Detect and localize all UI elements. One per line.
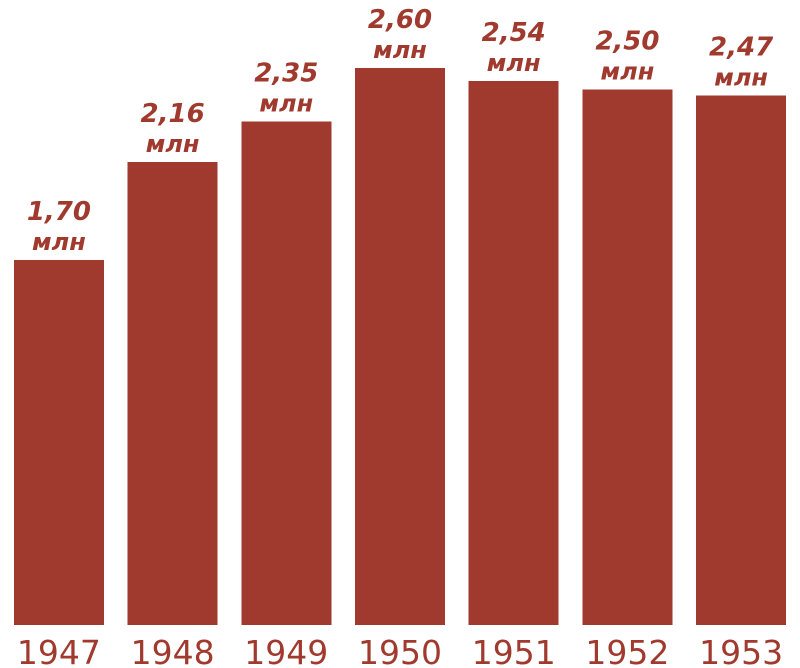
bar-1948 bbox=[127, 161, 218, 625]
data-label-unit-1952: млн bbox=[601, 57, 655, 85]
data-label-unit-1951: млн bbox=[487, 49, 541, 77]
data-label-value-1952: 2,50 bbox=[595, 26, 659, 56]
x-tick-label-1953: 1953 bbox=[699, 633, 783, 668]
data-label-value-1948: 2,16 bbox=[141, 99, 205, 129]
bar-1953 bbox=[696, 95, 787, 625]
x-tick-label-1948: 1948 bbox=[131, 633, 215, 668]
x-axis-tick-labels: 1947 1948 1949 1950 1951 1952 1953 bbox=[17, 633, 783, 668]
x-tick-label-1951: 1951 bbox=[472, 633, 556, 668]
x-tick-label-1949: 1949 bbox=[244, 633, 328, 668]
bar-1949 bbox=[241, 121, 332, 626]
data-label-unit-1947: млн bbox=[32, 228, 86, 256]
data-label-unit-1953: млн bbox=[714, 64, 768, 92]
bar-1951 bbox=[468, 80, 559, 626]
x-tick-label-1947: 1947 bbox=[17, 633, 101, 668]
bar-1950 bbox=[355, 68, 445, 625]
x-tick-label-1952: 1952 bbox=[585, 633, 669, 668]
data-label-unit-1950: млн bbox=[373, 36, 427, 64]
data-label-value-1950: 2,60 bbox=[368, 5, 432, 35]
data-label-value-1953: 2,47 bbox=[709, 33, 774, 63]
data-labels-group: 1,70млн2,16млн2,35млн2,60млн2,54млн2,50м… bbox=[27, 5, 774, 256]
x-tick-label-1950: 1950 bbox=[358, 633, 442, 668]
bar-1947 bbox=[13, 260, 104, 625]
data-label-value-1949: 2,35 bbox=[254, 58, 318, 88]
data-label-unit-1948: млн bbox=[146, 130, 200, 158]
data-label-value-1951: 2,54 bbox=[482, 18, 546, 48]
bar-1952 bbox=[582, 89, 673, 626]
data-label-unit-1949: млн bbox=[259, 89, 313, 117]
bars-group bbox=[13, 68, 787, 626]
data-label-value-1947: 1,70 bbox=[27, 197, 91, 227]
